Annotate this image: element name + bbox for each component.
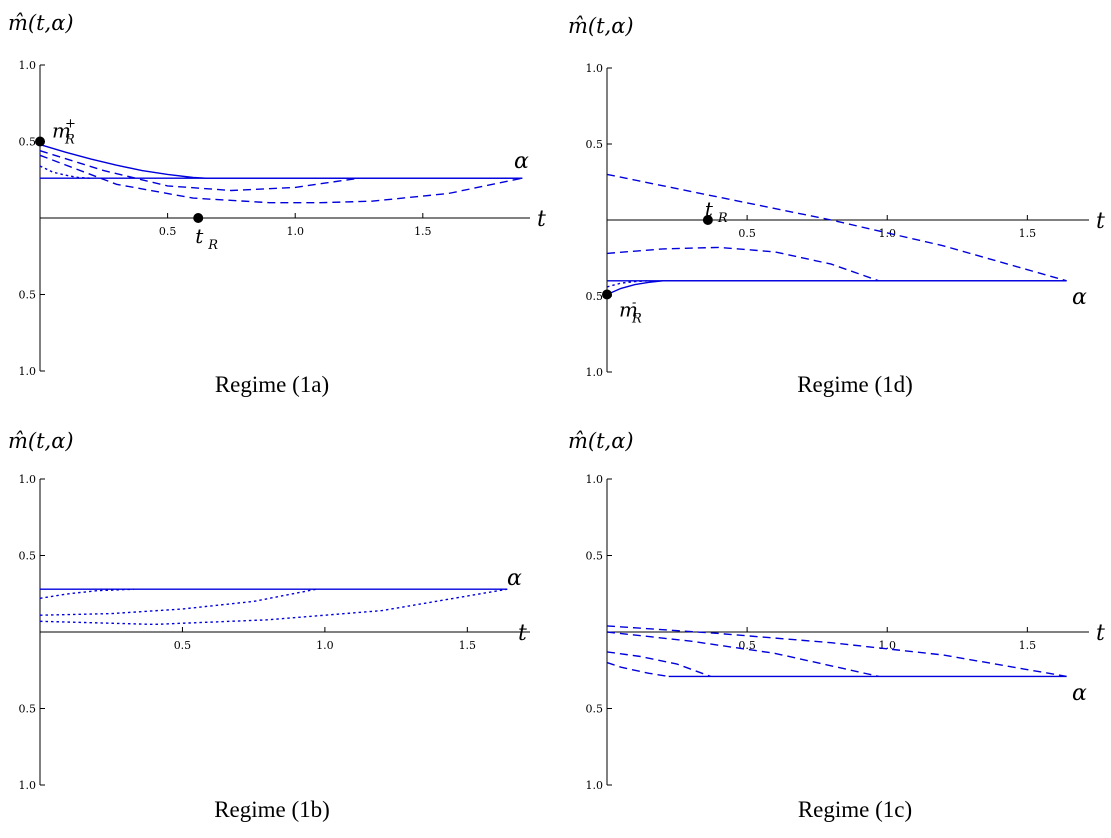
y-tick-label: 1.0 xyxy=(586,62,604,75)
point-m_R_minus xyxy=(602,289,612,299)
y-axis-label: m̂(t,α) xyxy=(8,429,74,453)
point-label-sub: R xyxy=(207,238,218,253)
series-line-dashed xyxy=(607,247,879,280)
curve-label-alpha: α xyxy=(514,149,529,174)
y-tick-label: 0.5 xyxy=(19,703,37,716)
series-line-dotted xyxy=(40,589,507,624)
series-line-dashed xyxy=(607,652,711,677)
curve-label-alpha: α xyxy=(1072,681,1087,706)
series-line-dashed xyxy=(607,663,669,677)
series-line-solid xyxy=(607,281,1067,295)
point-label-sub: R xyxy=(717,211,728,226)
y-tick-label: 1.0 xyxy=(586,473,604,486)
y-tick-label: 0.5 xyxy=(19,550,37,563)
y-axis-label: m̂(t,α) xyxy=(568,14,634,38)
point-label-t_R: t xyxy=(705,197,714,221)
x-axis-label: t xyxy=(1096,621,1105,646)
series-line-solid xyxy=(40,145,522,179)
x-tick-label: 1.5 xyxy=(459,639,477,652)
x-tick-label: 1.0 xyxy=(286,225,304,238)
point-label-sup: - xyxy=(632,295,636,310)
curve-label-alpha: α xyxy=(507,566,522,591)
y-tick-label: 1.0 xyxy=(19,779,37,792)
x-tick-label: 1.5 xyxy=(1019,227,1037,240)
y-tick-label: 0.5 xyxy=(586,138,604,151)
y-axis-label: m̂(t,α) xyxy=(568,429,634,453)
x-tick-label: 0.5 xyxy=(174,639,192,652)
series-line-dashed xyxy=(40,155,522,202)
y-tick-label: 0.5 xyxy=(19,289,37,302)
y-tick-label: 1.0 xyxy=(19,365,37,378)
y-tick-label: 1.0 xyxy=(19,473,37,486)
x-tick-label: 0.5 xyxy=(738,227,756,240)
panel-caption: Regime (1b) xyxy=(214,797,330,822)
panel-1: 1.00.50.51.00.5 1.0 1.5mR+t Rm̂(t,α)tαRegim… xyxy=(8,11,546,397)
y-tick-label: 0.5 xyxy=(586,703,604,716)
point-label-sub: R xyxy=(64,133,75,148)
series-line-dotted xyxy=(40,589,316,615)
y-tick-label: 0.5 xyxy=(586,550,604,563)
point-label-t_R: t xyxy=(195,224,204,248)
panel-caption: Regime (1d) xyxy=(797,372,913,397)
panel-caption: Regime (1a) xyxy=(215,372,329,397)
x-axis-label: t xyxy=(518,621,527,646)
x-tick-label: 1.0 xyxy=(316,639,334,652)
x-tick-label: 1.5 xyxy=(1019,639,1037,652)
curve-label-alpha: α xyxy=(1072,285,1087,310)
point-t_R xyxy=(193,213,203,223)
series-line-dashed xyxy=(40,151,359,191)
y-tick-label: 1.0 xyxy=(586,366,604,379)
y-tick-label: 0.5 xyxy=(586,290,604,303)
series-line-dashed xyxy=(607,174,1067,280)
panel-caption: Regime (1c) xyxy=(798,797,912,822)
panel-3: 1.0 0.5 0.5 1.0 0.5 1.0 1.5 m̂(t,α) t α Regime (1b… xyxy=(8,429,530,822)
point-label-sup: + xyxy=(65,117,76,132)
x-axis-label: t xyxy=(537,207,546,232)
x-tick-label: 0.5 xyxy=(159,225,177,238)
y-tick-label: 1.0 xyxy=(19,59,37,72)
y-axis-label: m̂(t,α) xyxy=(8,11,74,35)
point-label-sub: R xyxy=(631,311,642,326)
y-tick-label: 1.0 xyxy=(586,779,604,792)
y-tick-label: 0.5 xyxy=(19,136,37,149)
series-line-dotted xyxy=(40,589,134,598)
x-tick-label: 1.5 xyxy=(414,225,432,238)
series-line-dashed xyxy=(607,626,1067,677)
point-m_R_plus xyxy=(35,137,45,147)
x-axis-label: t xyxy=(1096,209,1105,234)
panel-2: 1.00.50.51.00.5 1.0 1.5t RmR-m̂(t,α)tαRegim… xyxy=(568,14,1105,397)
